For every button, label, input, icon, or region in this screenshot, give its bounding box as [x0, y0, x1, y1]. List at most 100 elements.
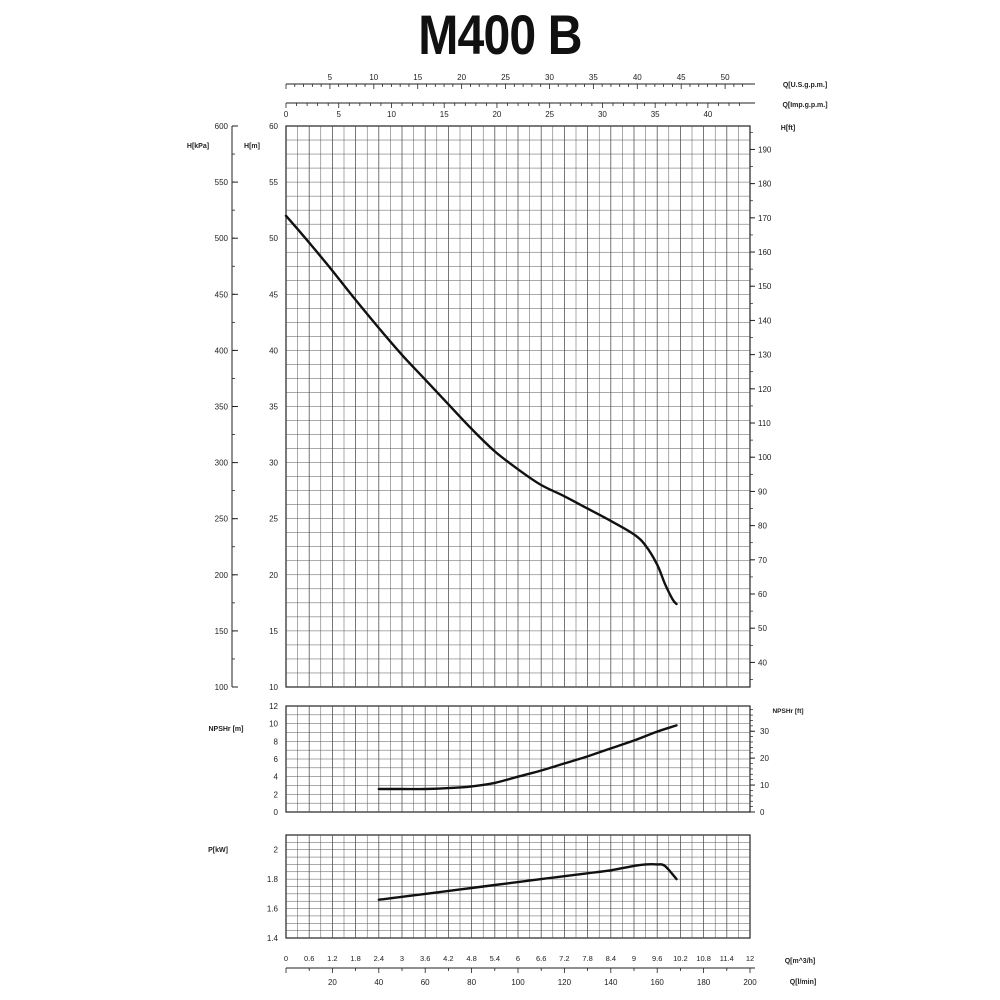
head-m-tick-label: 50 [269, 234, 278, 243]
ft-tick-label: 120 [758, 385, 772, 394]
kpa-tick-label: 500 [215, 234, 229, 243]
lmin-tick-label: 180 [697, 978, 711, 987]
impgpm-tick-label: 5 [337, 110, 342, 119]
m3h-tick-label: 1.8 [350, 954, 360, 963]
lmin-tick-label: 40 [374, 978, 383, 987]
lmin-axis-label: Q[l/min] [790, 979, 816, 986]
head-m-tick-label: 25 [269, 515, 278, 524]
curve-layer [284, 214, 678, 901]
ft-axis-label: H[ft] [781, 125, 795, 132]
npsh-m-axis-label: NPSHr [m] [208, 726, 243, 733]
usgpm-tick-label: 15 [413, 73, 422, 82]
usgpm-tick-label: 20 [457, 73, 466, 82]
m3h-tick-label: 4.2 [443, 954, 453, 963]
m3h-tick-label: 9 [632, 954, 636, 963]
kpa-tick-label: 450 [215, 290, 229, 299]
ft-tick-label: 50 [758, 624, 767, 633]
kpa-tick-label: 250 [215, 515, 229, 524]
ft-tick-label: 100 [758, 453, 772, 462]
power-tick-label: 1.6 [267, 905, 279, 914]
head-m-tick-label: 20 [269, 571, 278, 580]
npsh-ft-tick-label: 20 [760, 754, 769, 763]
usgpm-tick-label: 50 [721, 73, 730, 82]
m3h-tick-label: 6 [516, 954, 520, 963]
npsh-curve [377, 724, 678, 791]
ft-tick-label: 150 [758, 282, 772, 291]
m3h-tick-label: 12 [746, 954, 754, 963]
m3h-tick-label: 3 [400, 954, 404, 963]
usgpm-tick-label: 25 [501, 73, 510, 82]
m3h-tick-label: 4.8 [466, 954, 476, 963]
m3h-tick-label: 1.2 [327, 954, 337, 963]
ft-tick-label: 180 [758, 180, 772, 189]
npsh-ft-tick-label: 30 [760, 727, 769, 736]
npsh-ft-axis-label: NPSHr [ft] [772, 708, 803, 715]
head-m-tick-label: 60 [269, 122, 278, 131]
axis-layer: 1015202530354045505560100150200250300350… [187, 73, 828, 987]
ft-tick-label: 70 [758, 556, 767, 565]
head-m-tick-label: 30 [269, 459, 278, 468]
power-axis-label: P[kW] [208, 847, 228, 854]
npsh-m-tick-label: 10 [269, 720, 278, 729]
lmin-tick-label: 160 [651, 978, 665, 987]
power-tick-label: 1.8 [267, 875, 279, 884]
kpa-tick-label: 200 [215, 571, 229, 580]
impgpm-tick-label: 20 [492, 110, 501, 119]
head-m-axis-label: H[m] [244, 143, 260, 150]
usgpm-tick-label: 45 [677, 73, 686, 82]
m3h-tick-label: 0.6 [304, 954, 314, 963]
lmin-tick-label: 200 [743, 978, 757, 987]
grid-layer [285, 125, 751, 939]
ft-tick-label: 190 [758, 145, 772, 154]
m3h-tick-label: 7.2 [559, 954, 569, 963]
ft-tick-label: 130 [758, 351, 772, 360]
lmin-tick-label: 20 [328, 978, 337, 987]
impgpm-tick-label: 35 [651, 110, 660, 119]
npsh-m-tick-label: 2 [274, 790, 279, 799]
kpa-tick-label: 550 [215, 178, 229, 187]
head-m-tick-label: 40 [269, 346, 278, 355]
npsh-m-tick-label: 8 [274, 737, 279, 746]
m3h-tick-label: 9.6 [652, 954, 662, 963]
head-m-tick-label: 15 [269, 627, 278, 636]
head-m-tick-label: 45 [269, 290, 278, 299]
head-m-tick-label: 35 [269, 403, 278, 412]
lmin-tick-label: 60 [421, 978, 430, 987]
m3h-tick-label: 2.4 [374, 954, 384, 963]
power-tick-label: 2 [274, 846, 279, 855]
head-m-tick-label: 55 [269, 178, 278, 187]
impgpm-axis-label: Q[Imp.g.p.m.] [782, 102, 827, 109]
ft-tick-label: 90 [758, 487, 767, 496]
kpa-tick-label: 400 [215, 346, 229, 355]
m3h-axis-label: Q[m^3/h] [785, 957, 816, 965]
kpa-tick-label: 600 [215, 122, 229, 131]
usgpm-axis-label: Q[U.S.g.p.m.] [783, 82, 827, 89]
ft-tick-label: 160 [758, 248, 772, 257]
impgpm-tick-label: 40 [703, 110, 712, 119]
npsh-ft-tick-label: 10 [760, 781, 769, 790]
usgpm-tick-label: 30 [545, 73, 554, 82]
chart-title: M400 B [418, 3, 582, 66]
impgpm-tick-label: 15 [440, 110, 449, 119]
ft-tick-label: 40 [758, 658, 767, 667]
head-curve [284, 214, 678, 606]
usgpm-tick-label: 5 [328, 73, 333, 82]
m3h-tick-label: 0 [284, 954, 288, 963]
m3h-tick-label: 5.4 [490, 954, 500, 963]
m3h-tick-label: 11.4 [720, 954, 734, 963]
usgpm-tick-label: 35 [589, 73, 598, 82]
impgpm-tick-label: 0 [284, 110, 289, 119]
kpa-tick-label: 100 [215, 683, 229, 692]
m3h-tick-label: 3.6 [420, 954, 430, 963]
npsh-m-tick-label: 4 [274, 773, 279, 782]
m3h-tick-label: 10.8 [696, 954, 711, 963]
kpa-tick-label: 150 [215, 627, 229, 636]
usgpm-tick-label: 40 [633, 73, 642, 82]
npsh-m-tick-label: 0 [274, 808, 279, 817]
m3h-tick-label: 7.8 [582, 954, 592, 963]
npsh-m-tick-label: 6 [274, 755, 279, 764]
kpa-tick-label: 300 [215, 459, 229, 468]
power-tick-label: 1.4 [267, 934, 279, 943]
m3h-tick-label: 8.4 [606, 954, 616, 963]
